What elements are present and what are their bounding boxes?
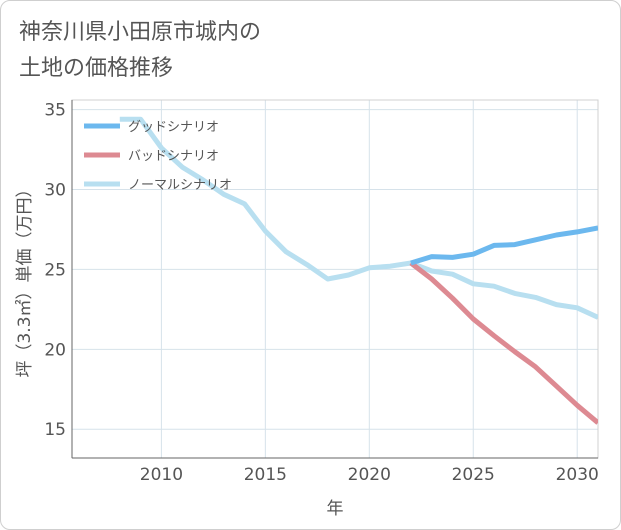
legend-label[interactable]: ノーマルシナリオ — [128, 178, 232, 193]
x-axis-title: 年 — [327, 499, 344, 519]
y-tick-label: 25 — [44, 260, 66, 280]
y-tick-label: 35 — [44, 101, 66, 121]
legend-label[interactable]: バッドシナリオ — [128, 149, 219, 164]
x-tick-label: 2020 — [348, 465, 391, 485]
y-tick-label: 30 — [44, 181, 66, 201]
y-tick-label: 15 — [44, 420, 66, 440]
x-tick-label: 2025 — [452, 465, 495, 485]
legend-label[interactable]: グッドシナリオ — [128, 120, 219, 135]
page-title: 神奈川県小田原市城内の 土地の価格推移 — [19, 20, 262, 81]
series-line-1 — [409, 261, 598, 425]
series-line-2 — [119, 116, 598, 320]
x-tick-label: 2010 — [140, 465, 183, 485]
x-tick-label: 2030 — [556, 465, 599, 485]
y-tick-label: 20 — [44, 340, 66, 360]
series-line-0 — [410, 225, 598, 266]
y-axis-title: 坪（3.3㎡）単価（万円） — [15, 180, 35, 377]
x-tick-label: 2015 — [244, 465, 287, 485]
